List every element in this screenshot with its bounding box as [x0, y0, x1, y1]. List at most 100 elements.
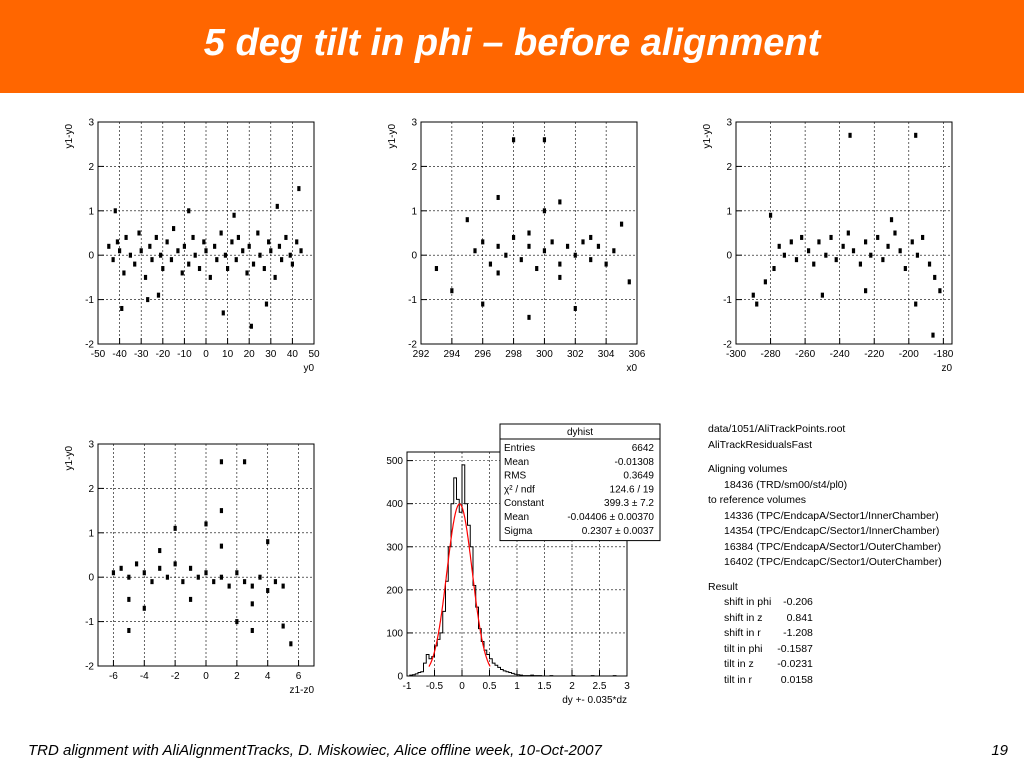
y-tick-label: 1: [411, 206, 417, 217]
dyhist-histogram: -1 -0.5 0 0.5 1 1.5 2 2.5 3 0 100 200 300 400 500 dy +-…: [386, 423, 661, 706]
scatter-point: [245, 270, 249, 276]
scatter-point: [824, 252, 828, 258]
scatter-point: [284, 234, 288, 240]
aligning-label: Aligning volumes: [708, 463, 788, 475]
scatter-point: [789, 239, 793, 245]
scatter-point: [290, 261, 294, 267]
y-tick-label: 2: [88, 162, 94, 173]
slide-title: 5 deg tilt in phi – before alignment: [203, 22, 821, 64]
scatter-point: [115, 239, 120, 245]
scatter-point: [589, 234, 593, 240]
scatter-point: [496, 243, 500, 249]
reference-volume: 14336 (TPC/EndcapA/Sector1/InnerChamber): [724, 509, 939, 522]
y-tick-label: 100: [386, 628, 403, 639]
scatter-point: [235, 570, 239, 576]
y-tick-label: 3: [88, 440, 94, 451]
scatter-point: [236, 234, 240, 240]
x-tick-label: 6: [296, 671, 302, 682]
scatter-point: [542, 137, 547, 143]
result-name: tilt in phi: [724, 642, 763, 655]
scatter-point: [119, 565, 123, 571]
x-tick-label: 300: [536, 349, 553, 360]
x-tick-label: -1: [403, 681, 412, 692]
scatter-point: [794, 257, 799, 263]
scatter-point: [280, 257, 284, 263]
x-tick-label: 304: [598, 349, 615, 360]
scatter-point: [148, 243, 152, 249]
scatter-point: [817, 239, 821, 245]
scatter-point: [150, 257, 154, 263]
aligning-volume: 18436 (TRD/sm00/st4/pl0): [724, 478, 848, 491]
x-tick-label: 2.5: [593, 681, 607, 692]
scatter-point: [266, 588, 270, 594]
plot-frame: [420, 121, 638, 345]
scatter-point: [751, 292, 755, 298]
scatter-point: [250, 627, 254, 633]
scatter-point: [565, 243, 570, 249]
reference-label: to reference volumes: [708, 494, 807, 506]
info-file: data/1051/AliTrackPoints.root: [708, 423, 846, 435]
scatter-point: [150, 579, 154, 585]
scatter-point: [204, 521, 208, 527]
scatter-point: [627, 279, 631, 285]
scatter-point: [915, 252, 920, 258]
scatter-point: [142, 570, 146, 576]
scatter-point: [213, 243, 217, 249]
scatter-point: [221, 310, 225, 316]
scatter-point: [596, 243, 601, 249]
scatter-point: [275, 203, 279, 209]
scatter-point: [434, 266, 439, 272]
scatter-point: [511, 234, 516, 240]
x-tick-label: 30: [265, 349, 277, 360]
scatter-point: [249, 323, 253, 329]
result-value: 0.841: [786, 611, 813, 624]
scatter-point: [886, 243, 890, 249]
scatter-point: [933, 274, 937, 280]
scatter-point: [212, 579, 216, 585]
scatter-point: [910, 239, 914, 245]
scatter-point: [812, 261, 816, 267]
scatter-point: [800, 234, 804, 240]
x-tick-label: 1: [514, 681, 520, 692]
x-tick-label: 0: [203, 349, 209, 360]
y-tick-label: 300: [386, 542, 403, 553]
result-table: shift in phi -0.206 shift in z 0.841 shift…: [724, 595, 817, 688]
x-tick-label: 0: [203, 671, 209, 682]
scatter-point: [250, 583, 254, 589]
scatter-point: [581, 239, 585, 245]
scatter-point: [227, 583, 231, 589]
scatter-point: [258, 252, 262, 258]
scatter-point: [219, 508, 224, 514]
scatter-point: [173, 525, 177, 531]
scatter-point: [921, 234, 925, 240]
scatter-point: [604, 261, 608, 267]
scatter-point: [550, 239, 554, 245]
scatter-point: [127, 574, 131, 580]
scatter-point: [196, 574, 200, 580]
result-value: -0.0231: [777, 658, 813, 670]
scatter-point: [496, 194, 500, 200]
result-name: tilt in z: [724, 658, 754, 670]
scatter-point: [251, 261, 256, 267]
stats-value: -0.04406 ± 0.00370: [567, 512, 654, 523]
scatter-point: [204, 570, 208, 576]
y-tick-label: 200: [386, 585, 403, 596]
stats-label: χ² / ndf: [504, 484, 535, 495]
scatter-point: [772, 266, 776, 272]
scatter-point: [864, 288, 868, 294]
y-tick-label: 0: [411, 251, 417, 262]
x-axis-label: z1-z0: [290, 685, 315, 696]
scatter-point: [927, 261, 932, 267]
x-tick-label: 296: [474, 349, 491, 360]
scatter-point: [158, 548, 162, 554]
scatter-point: [511, 137, 516, 143]
scatter-point: [107, 243, 111, 249]
x-tick-label: 298: [505, 349, 522, 360]
scatter-point: [219, 574, 224, 580]
scatter-point: [156, 292, 161, 298]
x-tick-label: 2: [234, 671, 240, 682]
scatter-point: [527, 230, 531, 236]
x-tick-label: -50: [91, 349, 106, 360]
scatter-point: [219, 543, 224, 549]
scatter-point: [542, 208, 547, 214]
